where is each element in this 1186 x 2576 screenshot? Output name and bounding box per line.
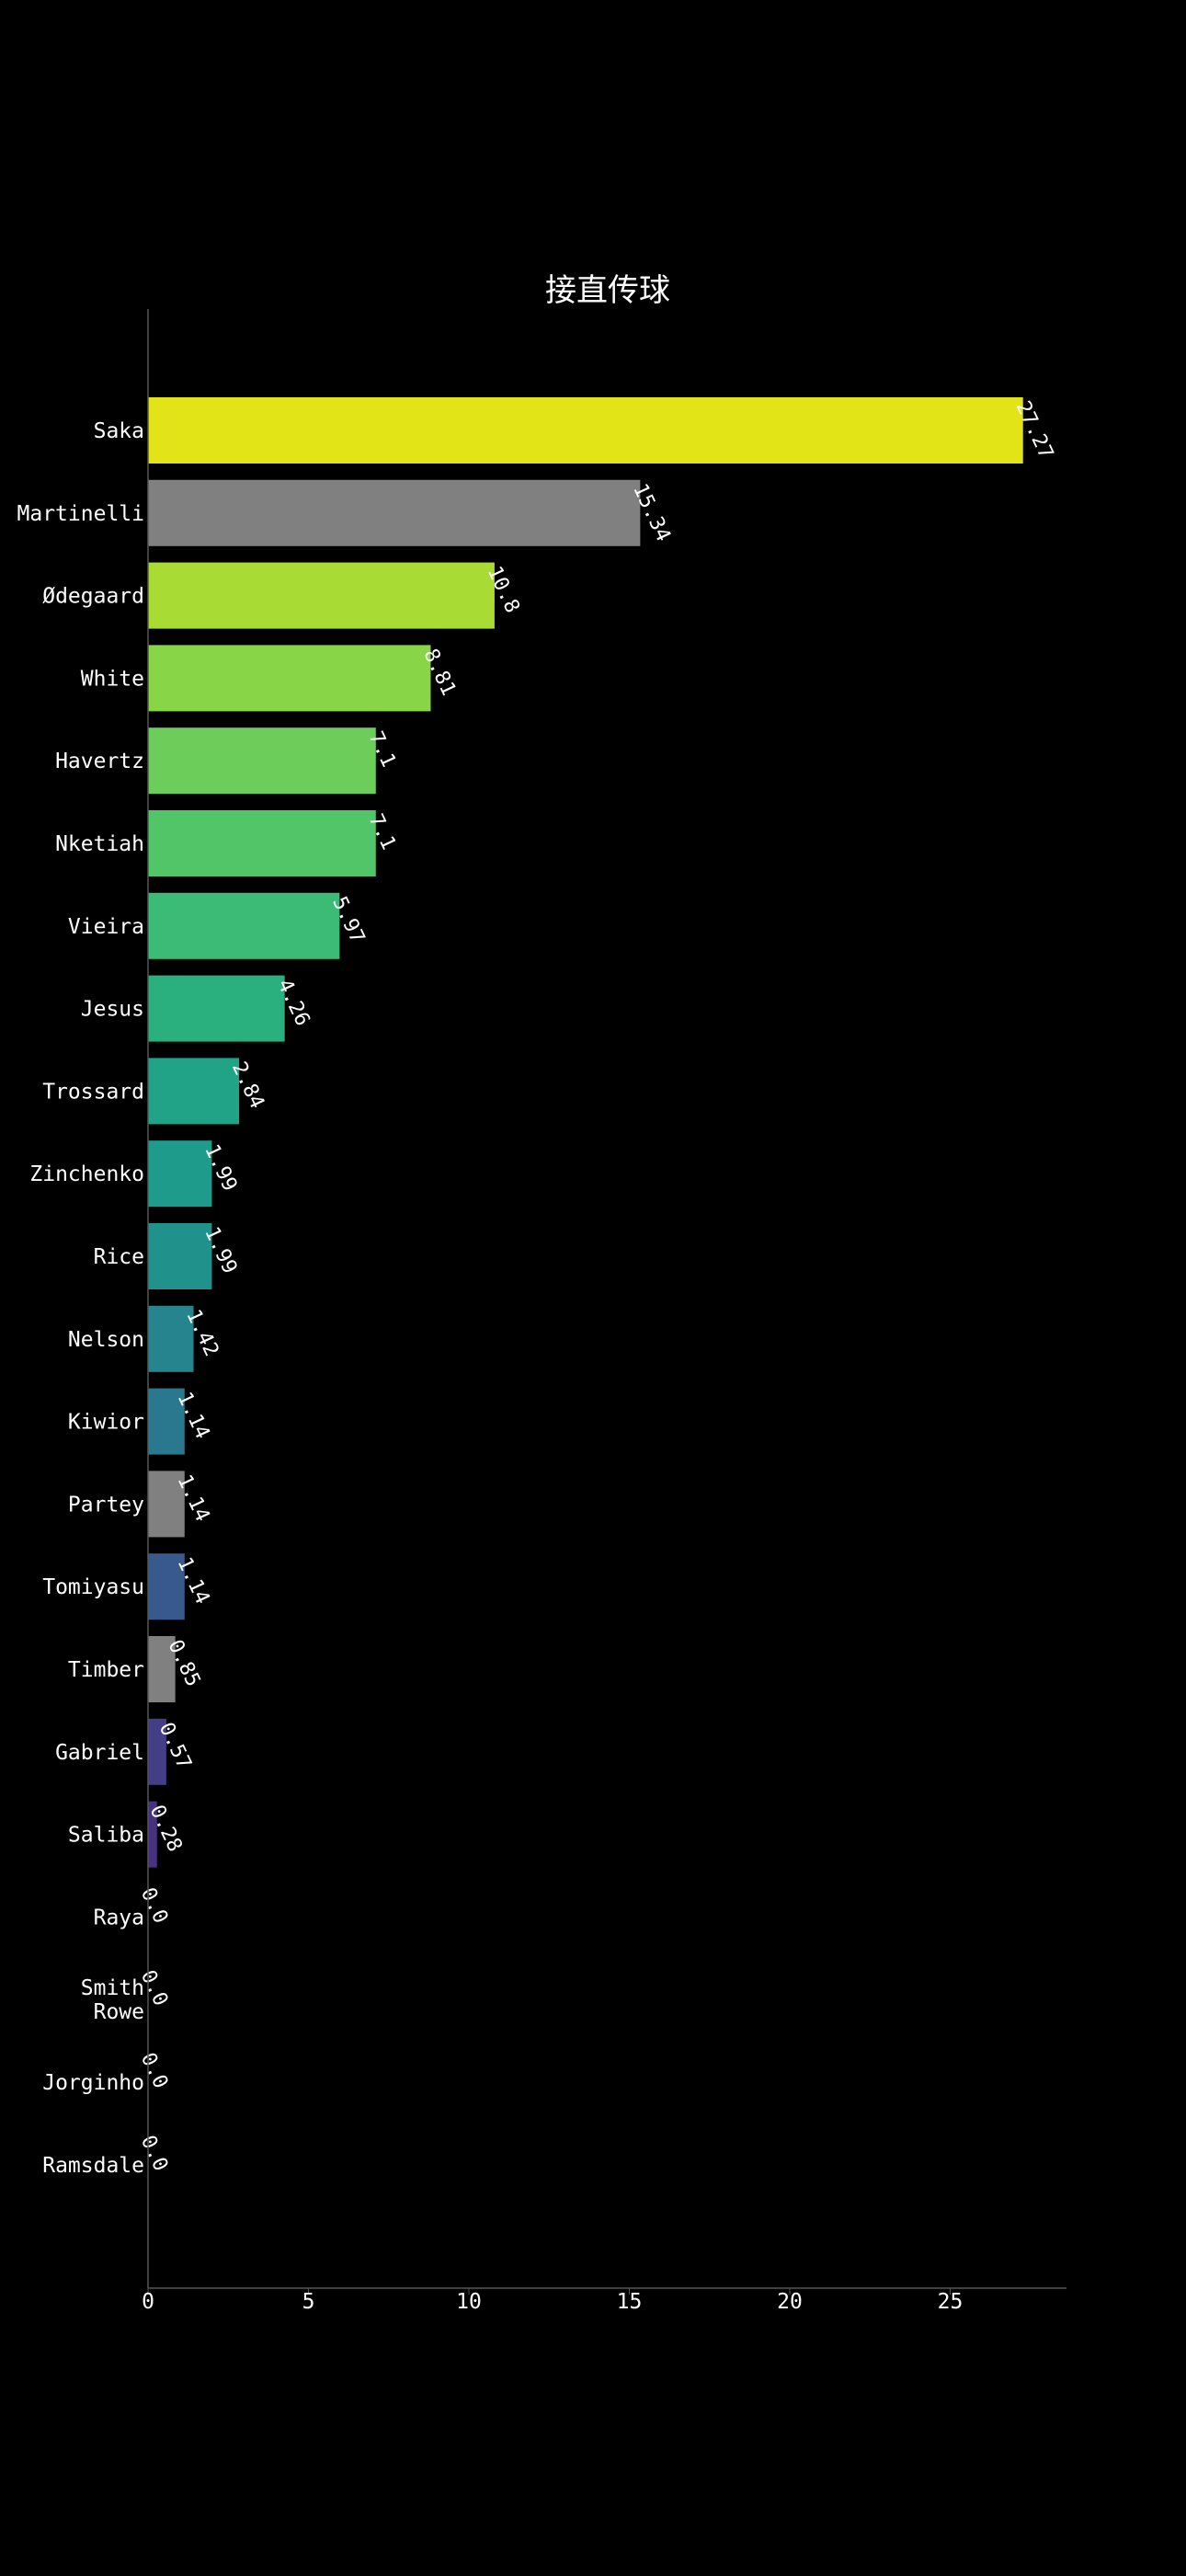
category-label-havertz: Havertz: [55, 750, 144, 773]
category-label-nketiah: Nketiah: [55, 832, 144, 856]
bar-nelson: [148, 1305, 194, 1372]
category-label-gabriel: Gabriel: [55, 1741, 144, 1765]
bar-partey: [148, 1471, 185, 1538]
category-label-degaard: Ødegaard: [42, 585, 144, 609]
bars: [148, 397, 1023, 1868]
category-label-jorginho: Jorginho: [42, 2071, 144, 2095]
category-label-trossard: Trossard: [42, 1080, 144, 1104]
category-label-tomiyasu: Tomiyasu: [42, 1575, 144, 1599]
category-label-zinchenko: Zinchenko: [29, 1162, 144, 1186]
category-labels: Saka Martinelli Ødegaard White Havertz Nketia…: [17, 419, 144, 2178]
category-label-partey: Partey: [68, 1493, 144, 1517]
category-label-kiwior: Kiwior: [68, 1411, 144, 1435]
category-label-saka: Saka: [94, 419, 144, 443]
category-label-saliba: Saliba: [68, 1824, 144, 1848]
bar-degaard: [148, 562, 495, 629]
bar-rice: [148, 1223, 212, 1289]
category-label-martinelli: Martinelli: [17, 502, 144, 526]
category-label-raya: Raya: [94, 1906, 144, 1929]
x-tick-label-20: 20: [777, 2290, 803, 2314]
category-label-nelson: Nelson: [68, 1328, 144, 1352]
x-axis-ticks: 0 5 10 15 20 25: [142, 2288, 963, 2314]
category-label-white: White: [81, 667, 144, 691]
bar-tomiyasu: [148, 1553, 185, 1620]
category-label-jesus: Jesus: [81, 998, 144, 1022]
category-label-rice: Rice: [94, 1245, 144, 1269]
x-tick-label-25: 25: [938, 2290, 964, 2314]
bar-gabriel: [148, 1718, 166, 1785]
bar-havertz: [148, 727, 376, 795]
bar-saliba: [148, 1801, 157, 1868]
chart-title: 接直传球: [545, 272, 670, 309]
x-tick-label-15: 15: [617, 2290, 643, 2314]
bar-timber: [148, 1636, 176, 1702]
bar-trossard: [148, 1058, 240, 1125]
category-label-smith-rowe: Smith Rowe: [81, 1976, 144, 2024]
x-tick-label-10: 10: [456, 2290, 482, 2314]
bar-kiwior: [148, 1388, 185, 1455]
category-label-vieira: Vieira: [68, 915, 144, 939]
bar-nketiah: [148, 810, 376, 876]
x-tick-label-5: 5: [302, 2290, 315, 2314]
bar-jesus: [148, 975, 285, 1042]
x-tick-label-0: 0: [142, 2290, 154, 2314]
bar-white: [148, 645, 431, 712]
category-label-timber: Timber: [68, 1658, 144, 1682]
bar-martinelli: [148, 479, 641, 546]
category-label-ramsdale: Ramsdale: [42, 2154, 144, 2178]
bar-vieira: [148, 892, 340, 959]
bar-saka: [148, 397, 1023, 464]
bar-zinchenko: [148, 1140, 212, 1208]
